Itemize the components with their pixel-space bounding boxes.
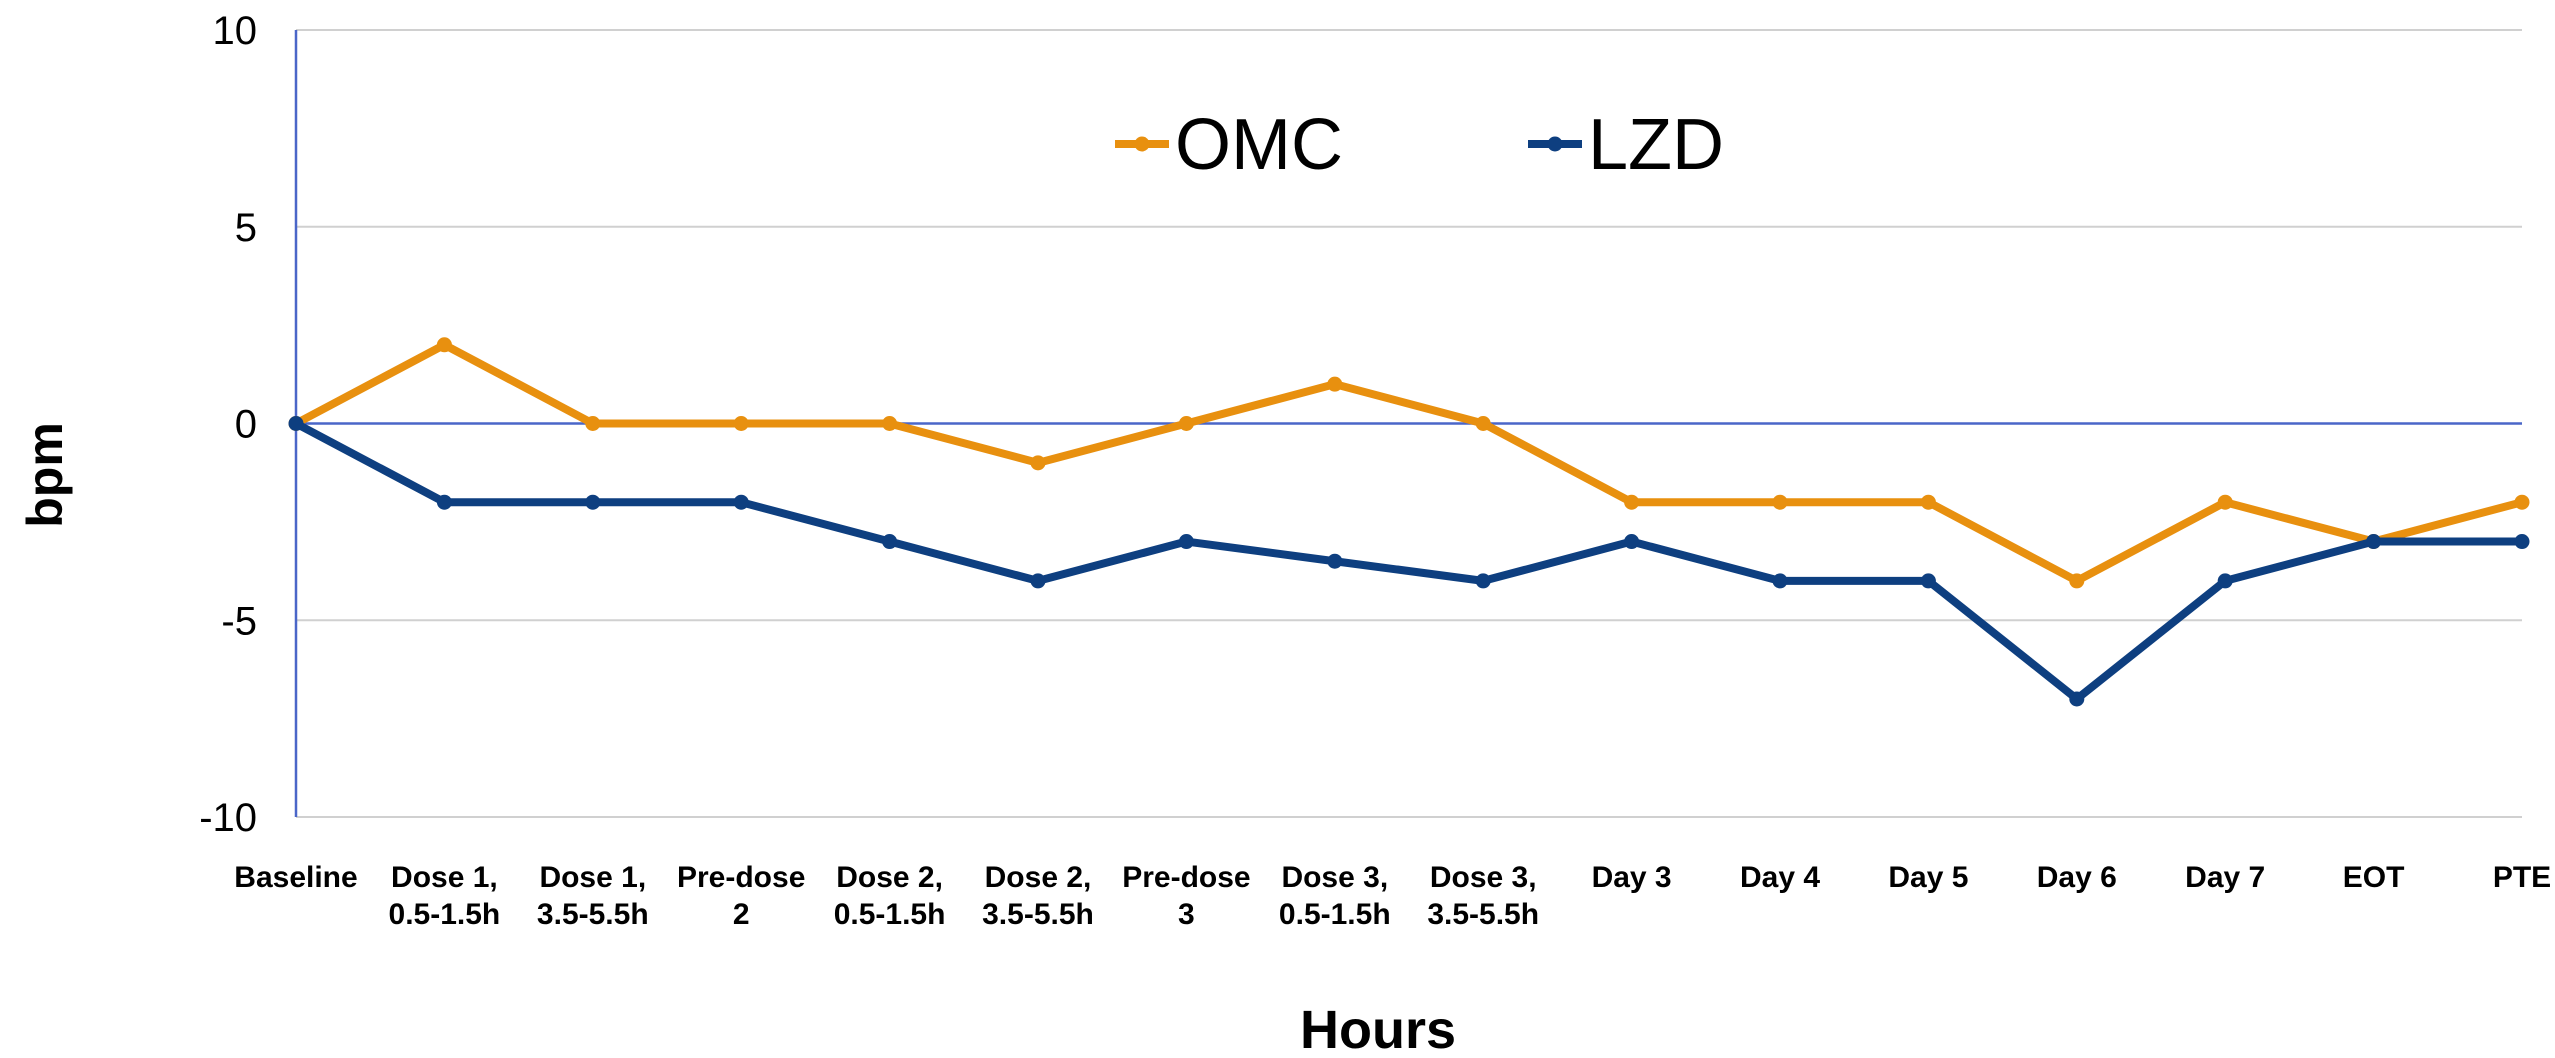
data-point xyxy=(2514,494,2530,510)
data-point xyxy=(2217,494,2233,510)
x-tick-label: Dose 3, 0.5-1.5h xyxy=(1279,861,1391,931)
legend-label: OMC xyxy=(1175,105,1343,185)
data-point xyxy=(1030,573,1046,589)
data-point xyxy=(1178,534,1194,550)
x-tick-label: Day 4 xyxy=(1740,861,1820,894)
x-tick-label: Dose 3, 3.5-5.5h xyxy=(1427,861,1539,931)
data-point xyxy=(2514,534,2530,550)
data-point xyxy=(436,337,452,353)
y-tick-label: 0 xyxy=(235,403,257,447)
x-tick-label: Dose 2, 0.5-1.5h xyxy=(834,861,946,931)
x-axis-title: Hours xyxy=(1300,1000,1456,1053)
data-point xyxy=(1475,416,1491,431)
legend-label: LZD xyxy=(1588,105,1724,185)
data-point xyxy=(1327,553,1343,569)
data-point xyxy=(733,494,749,510)
data-point xyxy=(585,416,601,431)
x-tick-label: Day 5 xyxy=(1888,861,1968,894)
data-point xyxy=(882,534,898,550)
legend-marker xyxy=(1134,136,1150,152)
x-tick-label: Dose 1, 3.5-5.5h xyxy=(537,861,649,931)
x-tick-label: Dose 2, 3.5-5.5h xyxy=(982,861,1094,931)
y-tick-label: -10 xyxy=(199,796,257,840)
data-point xyxy=(1920,494,1936,510)
data-point xyxy=(1624,494,1640,510)
data-point xyxy=(288,416,304,431)
x-tick-label: Dose 1, 0.5-1.5h xyxy=(389,861,501,931)
series-line xyxy=(294,340,2524,585)
data-point xyxy=(436,494,452,510)
data-point xyxy=(733,416,749,431)
x-tick-label: Pre-dose 2 xyxy=(677,861,805,931)
y-tick-label: -5 xyxy=(221,599,257,643)
x-tick-label: PTE xyxy=(2493,861,2551,894)
x-tick-label: Day 6 xyxy=(2037,861,2117,894)
data-point xyxy=(2069,691,2085,707)
series-line xyxy=(294,419,2522,703)
y-tick-label: 5 xyxy=(235,206,257,250)
legend-marker xyxy=(1547,136,1563,152)
x-tick-label: Day 3 xyxy=(1592,861,1672,894)
data-point xyxy=(1030,455,1046,471)
data-point xyxy=(1772,494,1788,510)
x-tick-label: Baseline xyxy=(234,861,357,894)
y-tick-label: 10 xyxy=(213,9,258,53)
x-tick-label: EOT xyxy=(2343,861,2405,894)
data-point xyxy=(1178,416,1194,431)
data-point xyxy=(882,416,898,431)
data-point xyxy=(1475,573,1491,589)
y-axis-title: bpm xyxy=(17,422,73,528)
x-tick-label: Day 7 xyxy=(2185,861,2265,894)
data-point xyxy=(1772,573,1788,589)
data-point xyxy=(1920,573,1936,589)
data-point xyxy=(2366,534,2382,550)
data-point xyxy=(585,494,601,510)
data-point xyxy=(2069,573,2085,589)
data-point xyxy=(1624,534,1640,550)
data-point xyxy=(1327,376,1343,392)
data-point xyxy=(2217,573,2233,589)
x-tick-label: Pre-dose 3 xyxy=(1122,861,1250,931)
